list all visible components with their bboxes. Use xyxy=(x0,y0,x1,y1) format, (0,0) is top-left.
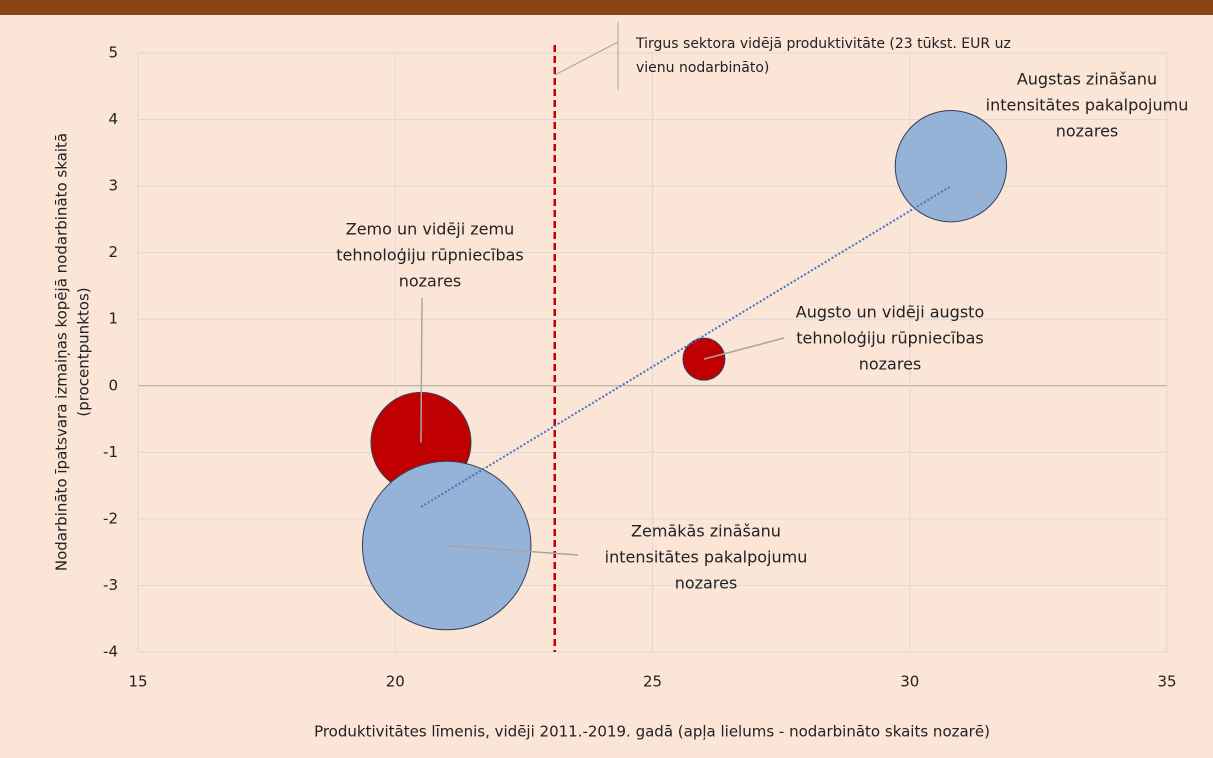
y-axis-label-line: (procentpunktos) xyxy=(75,287,93,416)
bubble-label: intensitātes pakalpojumu xyxy=(986,96,1189,115)
reference-label: vienu nodarbināto) xyxy=(636,60,769,76)
bubble-label: Augstas zināšanu xyxy=(1017,70,1157,89)
bubble-label: tehnoloģiju rūpniecības xyxy=(796,329,984,348)
bubble-label: nozares xyxy=(675,574,738,593)
x-tick-label: 35 xyxy=(1157,673,1176,691)
bubble-label: intensitātes pakalpojumu xyxy=(605,548,808,567)
leader-line xyxy=(703,337,785,360)
y-tick-label: 3 xyxy=(108,177,118,195)
bubble-label: Zemākās zināšanu xyxy=(631,522,781,541)
reference-label: Tirgus sektora vidējā produktivitāte (23… xyxy=(635,36,1011,52)
y-tick-label: -3 xyxy=(103,576,118,594)
bubble-label: nozares xyxy=(399,272,462,291)
top-bar xyxy=(0,0,1213,15)
trendline xyxy=(420,185,952,508)
y-tick-label: 1 xyxy=(108,310,118,328)
y-tick-label: 4 xyxy=(108,110,118,128)
x-tick-label: 20 xyxy=(386,673,405,691)
leader-line xyxy=(446,544,579,556)
x-tick-label: 30 xyxy=(900,673,919,691)
bubble-label: nozares xyxy=(1056,122,1119,141)
y-tick-label: -2 xyxy=(103,509,118,527)
y-tick-label: 0 xyxy=(108,376,118,394)
leader-line xyxy=(420,297,423,443)
leader-line xyxy=(554,41,619,76)
y-tick-label: -4 xyxy=(103,643,118,661)
y-axis-label-line: Nodarbināto īpatsvara izmaiņas kopējā no… xyxy=(53,133,71,571)
x-tick-label: 15 xyxy=(128,673,147,691)
bubble-label: nozares xyxy=(859,355,922,374)
y-axis-label: Nodarbināto īpatsvara izmaiņas kopējā no… xyxy=(53,133,93,571)
bubble-label: Augsto un vidēji augsto xyxy=(796,303,984,322)
x-tick-label: 25 xyxy=(643,673,662,691)
y-tick-label: 2 xyxy=(108,243,118,261)
x-axis-label: Produktivitātes līmenis, vidēji 2011.-20… xyxy=(314,723,990,741)
bubble-label: Zemo un vidēji zemu xyxy=(346,220,515,239)
y-tick-label: 5 xyxy=(108,44,118,62)
bubble-label: tehnoloģiju rūpniecības xyxy=(336,246,524,265)
bubble xyxy=(894,109,1008,223)
y-tick-label: -1 xyxy=(103,443,118,461)
